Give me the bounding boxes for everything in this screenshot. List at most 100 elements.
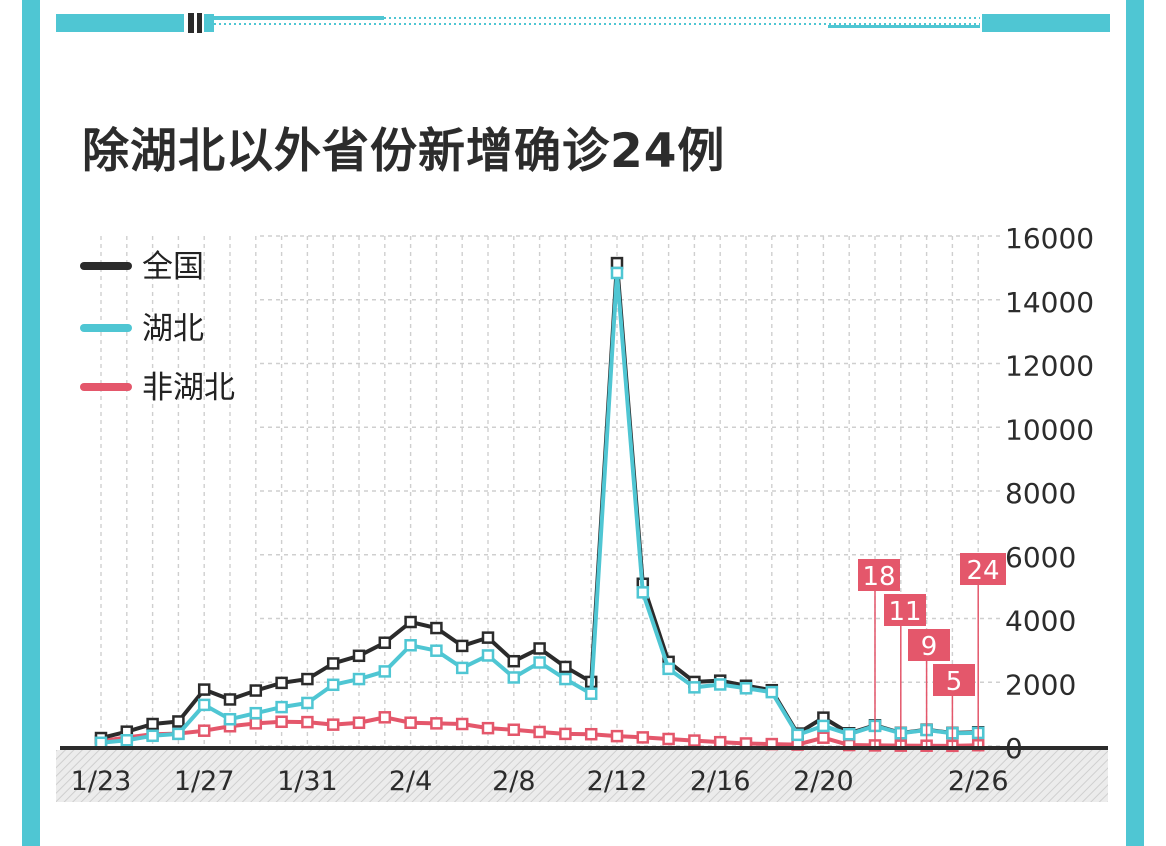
data-point [765, 685, 779, 699]
data-point [430, 644, 443, 657]
data-point [533, 656, 546, 669]
data-point [378, 711, 392, 724]
legend-label: 全国 [142, 249, 204, 285]
data-point [223, 693, 237, 706]
data-point [249, 717, 263, 730]
x-tick-label: 2/4 [389, 766, 432, 797]
annotation-label: 5 [946, 667, 963, 697]
data-point [326, 657, 340, 670]
data-point [610, 729, 624, 743]
x-tick-label: 2/26 [948, 766, 1009, 797]
data-point [817, 731, 830, 744]
data-point [249, 706, 263, 720]
data-point [275, 715, 288, 729]
chart-title: 除湖北以外省份新增确诊24例 [82, 124, 726, 179]
data-point [713, 678, 727, 691]
data-point [352, 649, 366, 663]
frame-left-border [22, 0, 40, 846]
data-point [172, 727, 185, 741]
x-tick-label: 2/8 [492, 766, 535, 797]
data-point [636, 731, 650, 744]
data-point [455, 717, 469, 731]
x-tick-label: 1/31 [277, 766, 338, 797]
y-tick-label: 10000 [1005, 413, 1094, 446]
data-point [378, 636, 392, 649]
data-point [559, 727, 572, 741]
y-tick-label: 12000 [1005, 350, 1094, 383]
x-tick-label: 2/16 [690, 766, 751, 797]
data-point [481, 721, 495, 735]
data-point [559, 672, 572, 686]
data-point [662, 662, 675, 676]
data-point [533, 642, 546, 655]
data-point [455, 639, 469, 653]
data-point [507, 671, 521, 684]
data-point [584, 727, 598, 741]
y-tick-label: 8000 [1005, 477, 1076, 510]
data-point [352, 672, 366, 686]
data-point [326, 718, 340, 731]
annotation-box [960, 553, 1006, 585]
data-point [301, 696, 314, 710]
data-point [481, 649, 495, 662]
data-point [326, 678, 340, 692]
x-tick-label: 1/27 [174, 766, 235, 797]
data-point [275, 676, 288, 690]
frame-right-border [1126, 0, 1144, 846]
data-point [842, 727, 856, 741]
data-point [610, 266, 624, 280]
y-tick-label: 14000 [1005, 286, 1094, 319]
data-point [223, 712, 237, 726]
data-point [713, 735, 727, 749]
legend-label: 湖北 [142, 311, 204, 347]
data-point [507, 654, 521, 668]
data-point [533, 725, 546, 739]
data-point [739, 682, 753, 695]
x-tick-label: 2/20 [793, 766, 854, 797]
data-point [817, 719, 830, 733]
data-point [378, 665, 392, 678]
data-point [662, 732, 675, 746]
annotation-label: 9 [921, 632, 938, 662]
data-point [688, 681, 701, 694]
data-point [301, 672, 314, 686]
x-tick-label: 2/12 [587, 766, 648, 797]
data-point [404, 716, 417, 729]
data-point [507, 723, 521, 736]
data-point [404, 615, 417, 629]
y-tick-label: 4000 [1005, 605, 1076, 638]
x-axis-band [56, 750, 1108, 802]
data-point [404, 639, 417, 652]
data-point [584, 687, 598, 700]
data-point [146, 729, 159, 743]
data-point [197, 698, 211, 712]
data-point [197, 724, 211, 737]
data-point [120, 734, 134, 747]
data-point [688, 734, 701, 747]
data-point [559, 660, 572, 674]
annotation-box [933, 664, 975, 696]
data-point [197, 683, 211, 696]
data-point [455, 661, 469, 675]
data-point [301, 715, 314, 729]
annotation-label: 11 [888, 597, 921, 627]
data-point [249, 684, 263, 697]
data-point [172, 715, 185, 728]
data-point [275, 700, 288, 714]
data-point [430, 621, 443, 635]
data-point [352, 716, 366, 729]
annotation-box [858, 559, 900, 591]
y-tick-label: 2000 [1005, 668, 1076, 701]
data-point [636, 586, 650, 599]
top-decoration-bar [56, 13, 1110, 33]
y-tick-label: 16000 [1005, 222, 1094, 255]
x-tick-label: 1/23 [71, 766, 132, 797]
legend-label: 非湖北 [142, 370, 235, 406]
annotation-label: 24 [966, 556, 999, 586]
data-point [791, 728, 804, 742]
data-point [481, 631, 495, 644]
data-point [146, 717, 159, 731]
annotation-box [884, 594, 926, 626]
data-point [610, 256, 624, 270]
